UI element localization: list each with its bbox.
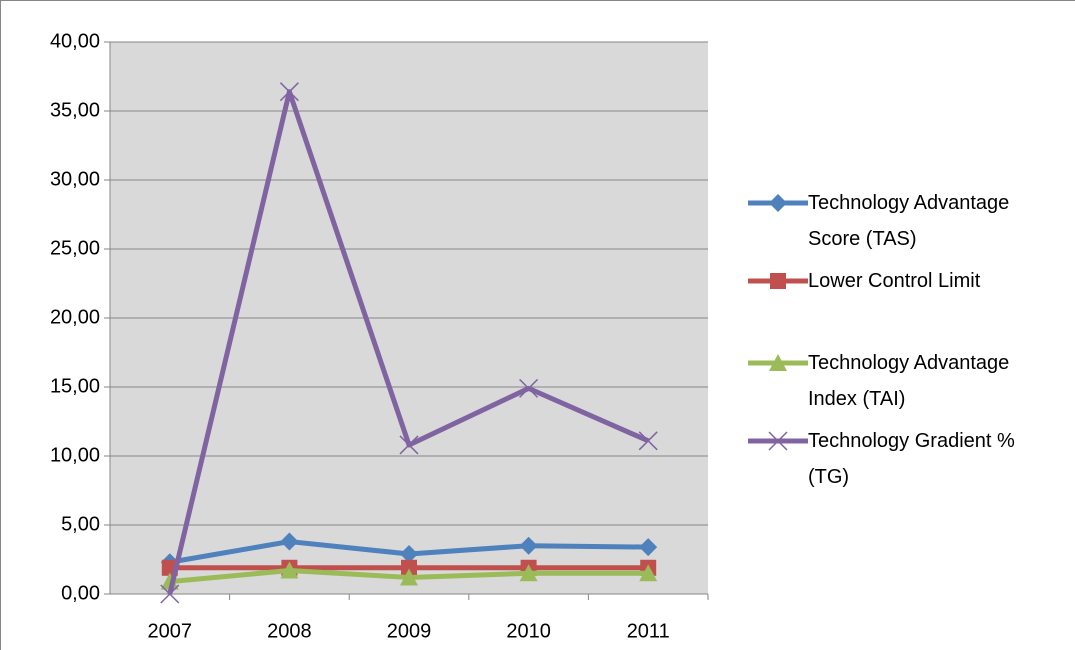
y-tick-label: 15,00 — [50, 375, 100, 397]
y-tick-label: 25,00 — [50, 237, 100, 259]
marker — [279, 82, 299, 102]
legend-label: Technology Advantage Index (TAI) — [808, 352, 1010, 410]
legend-label: Technology Advantage Score (TAS) — [808, 192, 1010, 250]
marker — [160, 584, 180, 604]
marker — [519, 564, 538, 582]
x-tick-label: 2010 — [506, 620, 551, 642]
marker — [399, 435, 419, 455]
x-tick-label: 2011 — [627, 620, 670, 642]
y-tick-label: 0,00 — [61, 582, 100, 604]
marker — [401, 559, 417, 576]
marker — [770, 273, 786, 289]
legend-label: Lower Control Limit — [808, 270, 981, 292]
marker — [400, 544, 418, 563]
marker — [639, 564, 658, 582]
marker — [768, 431, 788, 451]
legend-swatch — [748, 431, 808, 451]
x-tick-label: 2007 — [148, 620, 193, 642]
marker — [519, 536, 538, 555]
marker — [280, 561, 299, 579]
marker — [639, 538, 658, 557]
y-tick-label: 30,00 — [50, 168, 100, 190]
legend-swatch — [748, 354, 808, 371]
legend-entry: Technology Gradient % (TG) — [748, 423, 1038, 495]
y-tick-label: 10,00 — [50, 444, 100, 466]
y-tick-label: 5,00 — [61, 513, 100, 535]
legend-label: Technology Gradient % (TG) — [808, 430, 1015, 488]
marker — [638, 431, 658, 451]
y-tick-label: 35,00 — [50, 99, 100, 121]
legend-entry: Lower Control Limit — [748, 263, 1038, 299]
y-tick-label: 20,00 — [50, 306, 100, 328]
legend-swatch — [748, 273, 808, 289]
legend-swatch — [748, 194, 808, 212]
legend-entry: Technology Advantage Index (TAI) — [748, 345, 1038, 417]
marker — [280, 532, 299, 551]
marker — [769, 354, 787, 371]
y-tick-label: 40,00 — [50, 30, 100, 52]
x-tick-label: 2008 — [267, 620, 312, 642]
legend-entry: Technology Advantage Score (TAS) — [748, 185, 1038, 257]
marker — [519, 378, 539, 398]
marker — [400, 568, 418, 586]
x-tick-label: 2009 — [387, 620, 432, 642]
marker — [769, 194, 787, 212]
